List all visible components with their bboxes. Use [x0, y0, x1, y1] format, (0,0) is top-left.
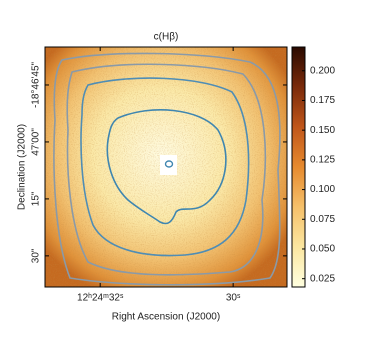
contour: [53, 52, 281, 286]
contour: [66, 63, 267, 276]
contour: [80, 77, 250, 257]
y-tick-label: -18°46'45": [31, 61, 42, 108]
x-tick-label: 12ʰ24ᵐ32ˢ: [77, 293, 124, 304]
colorbar-tick-label: 0.200: [310, 65, 335, 76]
y-tick-label: 30": [31, 248, 42, 263]
y-axis-label: Declination (J2000): [17, 124, 28, 210]
colorbar: [291, 46, 306, 288]
colorbar-tick-label: 0.150: [310, 125, 335, 136]
contour: [164, 160, 174, 168]
colorbar-tick-label: 0.125: [310, 155, 335, 166]
image: [45, 47, 287, 287]
contour: [106, 109, 227, 225]
colorbar-tick-label: 0.175: [310, 95, 335, 106]
colorbar-tick-label: 0.025: [310, 273, 335, 284]
chart-title: c(Hβ): [154, 32, 179, 43]
colorbar-tick-label: 0.050: [310, 244, 335, 255]
colorbar-tick-label: 0.100: [310, 184, 335, 195]
plot-frame: [44, 46, 288, 288]
masked-region: [160, 155, 177, 175]
x-tick-label: 30ˢ: [226, 293, 241, 304]
y-tick-label: 15": [31, 191, 42, 206]
colorbar-tick-label: 0.075: [310, 214, 335, 225]
x-axis-label: Right Ascension (J2000): [112, 312, 220, 323]
y-tick-label: 47'00": [31, 128, 42, 156]
